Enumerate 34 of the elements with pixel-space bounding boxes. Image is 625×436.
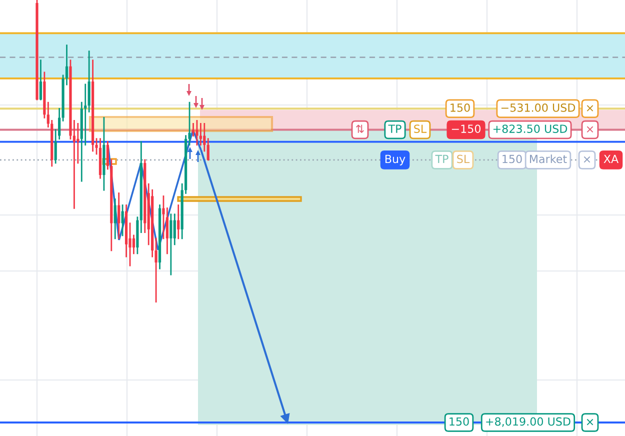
candlestick <box>206 138 210 161</box>
annotation: × <box>586 126 594 132</box>
annotation: −150 <box>452 124 481 133</box>
annotation: × <box>586 105 594 112</box>
annotation: +823.50 USD <box>493 124 568 133</box>
candlestick <box>170 214 172 276</box>
annotation: Buy <box>385 154 406 166</box>
annotation: TP <box>435 154 448 164</box>
annotation: ⇅ <box>356 124 364 133</box>
candlestick <box>199 123 202 146</box>
candlestick <box>192 123 195 136</box>
candlestick <box>203 123 206 152</box>
annotation: TP <box>388 124 402 133</box>
candlestick <box>76 123 80 164</box>
annotation: SL <box>414 124 427 133</box>
annotation: × <box>584 156 590 163</box>
candlestick <box>39 60 42 100</box>
annotation: × <box>586 418 594 426</box>
candlestick <box>173 214 176 246</box>
annotation: SL <box>457 154 470 164</box>
annotation: 150 <box>502 154 522 164</box>
candlestick <box>132 234 136 254</box>
annotation: XA <box>604 154 619 164</box>
annotation: 150 <box>450 417 469 426</box>
candlestick <box>114 198 116 240</box>
candlestick <box>177 204 180 240</box>
annotation: 150 <box>450 103 470 112</box>
candlestick <box>118 192 120 240</box>
annotation: Market <box>530 154 567 164</box>
candlestick <box>166 208 168 254</box>
candlestick <box>121 204 124 236</box>
annotation: −531.00 USD <box>501 103 576 112</box>
annotation: +8,019.00 USD <box>486 417 570 427</box>
candlestick <box>196 120 198 146</box>
